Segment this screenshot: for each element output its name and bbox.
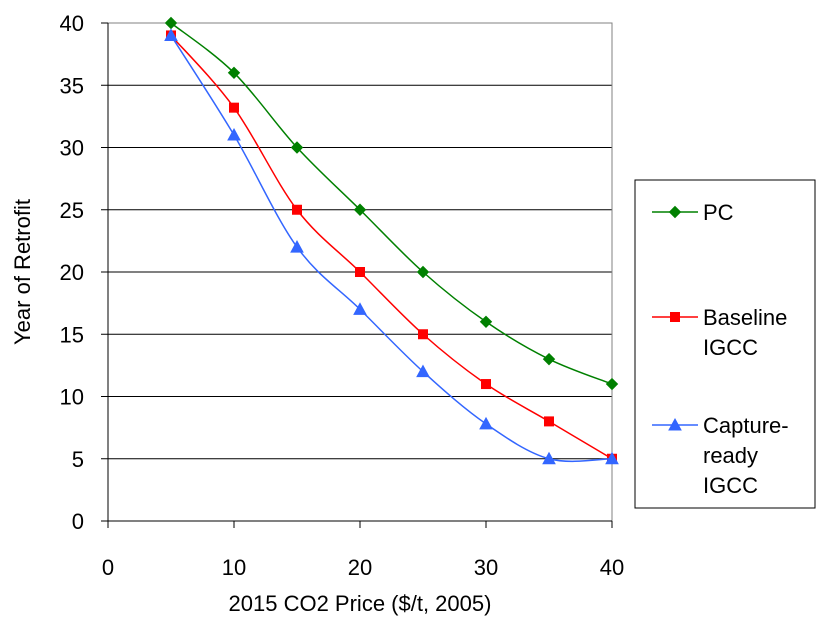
data-point-baseline-igcc — [481, 379, 491, 390]
x-axis-label: 2015 CO2 Price ($/t, 2005) — [229, 591, 492, 616]
y-tick-label: 35 — [60, 73, 84, 98]
data-point-pc — [227, 66, 241, 80]
data-point-capture-ready-igcc — [416, 364, 430, 378]
legend-marker — [668, 417, 682, 431]
data-point-capture-ready-igcc — [290, 240, 304, 253]
x-tick-label: 30 — [474, 555, 498, 580]
series-line-pc — [170, 22, 613, 385]
series-pc — [164, 16, 619, 391]
series-baseline-igcc — [166, 30, 617, 464]
legend-frame — [634, 179, 816, 509]
y-tick-label: 40 — [60, 11, 84, 36]
axes: 0 5 10 15 20 25 30 35 40 0 10 20 30 40 — [60, 11, 625, 580]
legend-label: IGCC — [703, 473, 758, 498]
legend-marker — [668, 205, 682, 219]
y-axis-label: Year of Retrofit — [10, 199, 35, 345]
legend-item-capture-ready-igcc: Capture-ready IGCC — [652, 413, 789, 498]
legend-label: ready — [703, 443, 758, 468]
x-tick-label: 0 — [102, 555, 114, 580]
data-point-capture-ready-igcc — [353, 302, 367, 315]
legend-label: Baseline — [703, 305, 787, 330]
data-point-pc — [353, 203, 367, 216]
series-layer — [164, 16, 619, 465]
y-tick-label: 20 — [60, 260, 84, 285]
data-point-pc — [164, 16, 178, 30]
data-point-baseline-igcc — [418, 329, 428, 340]
y-tick-label: 30 — [60, 136, 84, 161]
legend-marker — [670, 312, 680, 322]
y-tick-label: 25 — [60, 198, 84, 223]
data-point-capture-ready-igcc — [605, 451, 619, 465]
data-point-pc — [290, 141, 304, 154]
y-tick-label: 10 — [60, 385, 84, 410]
data-point-pc — [542, 352, 556, 366]
data-point-pc — [605, 377, 619, 391]
data-point-baseline-igcc — [544, 416, 554, 427]
data-point-capture-ready-igcc — [164, 28, 178, 41]
series-line-capture-ready-igcc — [170, 35, 613, 463]
legend-item-baseline-igcc: Baseline IGCC — [652, 305, 787, 360]
y-tick-label: 0 — [72, 509, 84, 534]
x-tick-label: 20 — [348, 555, 372, 580]
data-point-capture-ready-igcc — [542, 451, 556, 465]
x-tick-label: 10 — [222, 555, 246, 580]
data-point-baseline-igcc — [292, 204, 302, 215]
legend-label: IGCC — [703, 335, 758, 360]
data-point-baseline-igcc — [229, 102, 239, 113]
series-line-baseline-igcc — [170, 34, 613, 460]
legend-label: Capture- — [703, 413, 789, 438]
data-point-pc — [479, 315, 493, 329]
data-point-capture-ready-igcc — [227, 128, 241, 141]
legend-item-pc: PC — [652, 200, 734, 225]
legend-label: PC — [703, 200, 734, 225]
legend: PC Baseline IGCC Capture-ready IGCC — [634, 179, 816, 509]
data-point-pc — [416, 265, 430, 279]
series-capture-ready-igcc — [164, 28, 619, 465]
y-tick-label: 5 — [72, 447, 84, 472]
y-tick-label: 15 — [60, 322, 84, 347]
data-point-capture-ready-igcc — [479, 416, 493, 430]
x-tick-label: 40 — [600, 555, 624, 580]
data-point-baseline-igcc — [355, 267, 365, 277]
